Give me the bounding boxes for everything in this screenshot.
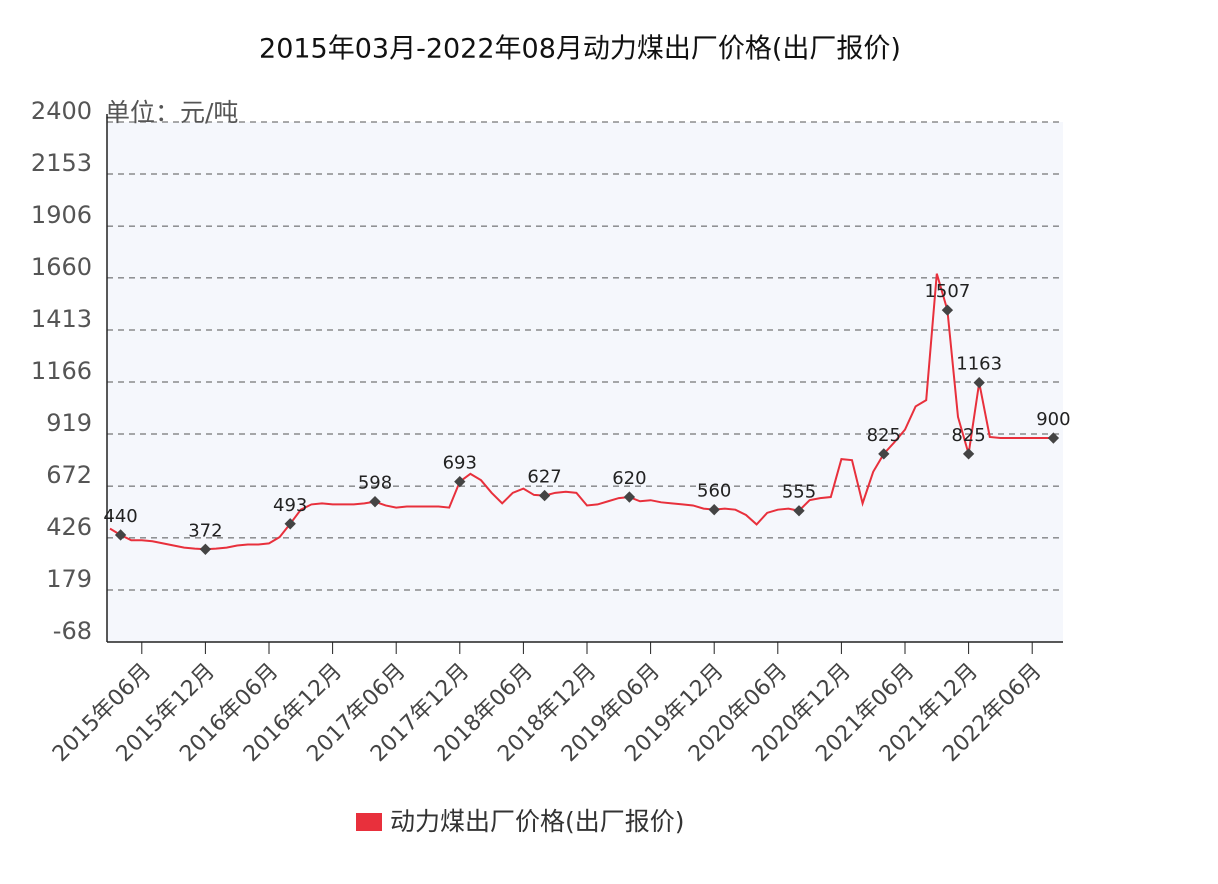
- data-label: 620: [612, 468, 646, 489]
- y-tick-label: 179: [46, 565, 92, 593]
- data-point: [284, 518, 296, 530]
- y-tick-label: 919: [46, 409, 92, 437]
- data-label: 598: [358, 473, 392, 494]
- legend-swatch: [356, 813, 382, 831]
- data-point: [878, 448, 890, 460]
- chart-title: 2015年03月-2022年08月动力煤出厂价格(出厂报价): [259, 34, 901, 65]
- data-point: [369, 496, 381, 508]
- legend-label: 动力煤出厂价格(出厂报价): [390, 807, 685, 836]
- unit-note: 单位：元/吨: [105, 98, 238, 127]
- data-label: 440: [103, 506, 137, 527]
- data-point: [708, 504, 720, 516]
- data-point: [199, 543, 212, 555]
- data-point: [962, 448, 975, 460]
- data-label: 1507: [924, 281, 970, 302]
- data-label: 693: [443, 453, 477, 474]
- data-point: [941, 304, 954, 316]
- data-point: [793, 505, 805, 517]
- data-point: [454, 476, 466, 488]
- data-point: [973, 376, 985, 389]
- y-tick-label: 1906: [31, 201, 92, 229]
- y-tick-label: 426: [46, 513, 92, 541]
- data-label: 825: [951, 425, 985, 446]
- y-tick-label: 1166: [31, 357, 92, 385]
- y-tick-label: 2153: [31, 149, 92, 177]
- data-label: 555: [782, 482, 816, 503]
- y-tick-label: -68: [53, 617, 92, 645]
- data-label: 825: [867, 425, 901, 446]
- data-label: 560: [697, 481, 731, 502]
- data-point: [1047, 432, 1060, 444]
- data-label: 900: [1036, 409, 1070, 430]
- data-point: [623, 491, 636, 503]
- data-label: 493: [273, 495, 307, 516]
- data-line: [109, 273, 1054, 551]
- data-point: [538, 489, 551, 502]
- data-label: 627: [527, 467, 561, 488]
- data-label: 1163: [956, 354, 1002, 375]
- y-tick-label: 2400: [31, 97, 92, 125]
- y-tick-label: 1413: [31, 305, 92, 333]
- y-tick-label: 672: [46, 461, 92, 489]
- y-tick-label: 1660: [31, 253, 92, 281]
- data-label: 372: [188, 520, 222, 541]
